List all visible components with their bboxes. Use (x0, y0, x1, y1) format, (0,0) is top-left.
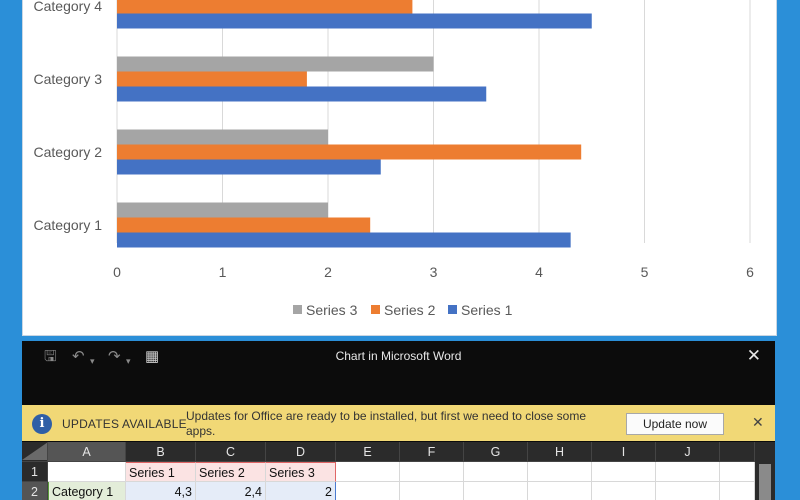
cell-h2[interactable] (528, 482, 592, 500)
legend-swatch (448, 305, 457, 314)
cell-k2[interactable] (720, 482, 755, 500)
excel-window[interactable]: 🖫 ↶ ▾ ↷ ▾ ▦ Chart in Microsoft Word ✕ i … (22, 341, 775, 500)
bar-series-1 (117, 232, 571, 248)
bar-series-1 (117, 86, 487, 102)
x-tick-label: 3 (430, 264, 438, 280)
edit-data-in-excel-icon[interactable]: ▦ (145, 348, 160, 365)
column-header-g[interactable]: G (464, 442, 528, 462)
column-header-i[interactable]: I (592, 442, 656, 462)
x-tick-label: 5 (641, 264, 649, 280)
x-tick-label: 0 (113, 264, 121, 280)
update-message: Updates for Office are ready to be insta… (186, 409, 586, 438)
select-all-corner[interactable] (22, 442, 48, 462)
column-header-row: A B C D E F G H I J (22, 442, 775, 462)
column-header-b[interactable]: B (126, 442, 196, 462)
bar-series-1 (117, 159, 381, 175)
bar-series-3 (117, 202, 328, 218)
x-tick-label: 6 (746, 264, 754, 280)
cell-c2[interactable]: 2,4 (196, 482, 266, 500)
column-header-h[interactable]: H (528, 442, 592, 462)
x-tick-label: 2 (324, 264, 332, 280)
column-header-j[interactable]: J (656, 442, 720, 462)
cell-b1[interactable]: Series 1 (126, 462, 196, 482)
category-label: Category 1 (34, 217, 103, 233)
dismiss-update-icon[interactable]: ✕ (752, 414, 764, 430)
cell-d2[interactable]: 2 (266, 482, 336, 500)
cell-f2[interactable] (400, 482, 464, 500)
update-now-button[interactable]: Update now (626, 413, 724, 435)
cell-k1[interactable] (720, 462, 755, 482)
chart-svg: 0 1 2 3 4 5 6 Category 1 Category 2 Category 3 Cat… (34, 0, 754, 318)
bar-series-1 (117, 13, 592, 29)
bar-series-2 (117, 144, 582, 160)
column-header-k[interactable] (720, 442, 755, 462)
redo-dropdown-icon[interactable]: ▾ (126, 356, 131, 366)
row-header-2[interactable]: 2 (22, 482, 48, 500)
cell-g2[interactable] (464, 482, 528, 500)
table-row: 2 Category 1 4,3 2,4 2 (22, 482, 775, 500)
cell-h1[interactable] (528, 462, 592, 482)
bar-series-2 (117, 0, 413, 14)
cell-i1[interactable] (592, 462, 656, 482)
undo-dropdown-icon[interactable]: ▾ (90, 356, 95, 366)
cell-f1[interactable] (400, 462, 464, 482)
table-row: 1 Series 1 Series 2 Series 3 (22, 462, 775, 482)
cell-j2[interactable] (656, 482, 720, 500)
row-header-1[interactable]: 1 (22, 462, 48, 482)
redo-icon[interactable]: ↷ (108, 348, 121, 365)
close-window-button[interactable]: ✕ (746, 346, 761, 365)
column-header-a[interactable]: A (48, 442, 126, 462)
cell-a2[interactable]: Category 1 (48, 482, 126, 500)
cell-j1[interactable] (656, 462, 720, 482)
undo-icon[interactable]: ↶ (72, 348, 85, 365)
info-icon: i (32, 414, 52, 434)
legend-swatch (293, 305, 302, 314)
category-label: Category 3 (34, 71, 103, 87)
legend-swatch (371, 305, 380, 314)
cell-e2[interactable] (336, 482, 400, 500)
column-header-f[interactable]: F (400, 442, 464, 462)
update-notification-bar: i UPDATES AVAILABLE Updates for Office a… (22, 405, 775, 441)
window-title: Chart in Microsoft Word (335, 349, 462, 363)
x-tick-label: 4 (535, 264, 543, 280)
cell-b2[interactable]: 4,3 (126, 482, 196, 500)
legend-label: Series 1 (461, 302, 513, 318)
save-icon[interactable]: 🖫 (44, 348, 57, 365)
legend-label: Series 3 (306, 302, 358, 318)
cell-g1[interactable] (464, 462, 528, 482)
legend-label: Series 2 (384, 302, 436, 318)
bar-series-3 (117, 129, 328, 145)
column-header-c[interactable]: C (196, 442, 266, 462)
cell-a1[interactable] (48, 462, 126, 482)
cell-c1[interactable]: Series 2 (196, 462, 266, 482)
update-title: UPDATES AVAILABLE (62, 417, 187, 431)
bar-series-3 (117, 56, 434, 72)
column-header-e[interactable]: E (336, 442, 400, 462)
cell-e1[interactable] (336, 462, 400, 482)
bar-series-2 (117, 71, 307, 87)
column-header-d[interactable]: D (266, 442, 336, 462)
chart-card[interactable]: 0 1 2 3 4 5 6 Category 1 Category 2 Category 3 Cat… (22, 0, 777, 336)
bar-series-2 (117, 217, 371, 233)
category-label: Category 4 (34, 0, 103, 14)
category-label: Category 2 (34, 144, 103, 160)
spreadsheet-grid[interactable]: A B C D E F G H I J 1 Series 1 Series 2 … (22, 442, 775, 500)
title-bar: 🖫 ↶ ▾ ↷ ▾ ▦ Chart in Microsoft Word ✕ (22, 341, 775, 375)
cell-i2[interactable] (592, 482, 656, 500)
scrollbar-thumb[interactable] (759, 464, 771, 500)
cell-d1[interactable]: Series 3 (266, 462, 336, 482)
x-tick-label: 1 (219, 264, 227, 280)
